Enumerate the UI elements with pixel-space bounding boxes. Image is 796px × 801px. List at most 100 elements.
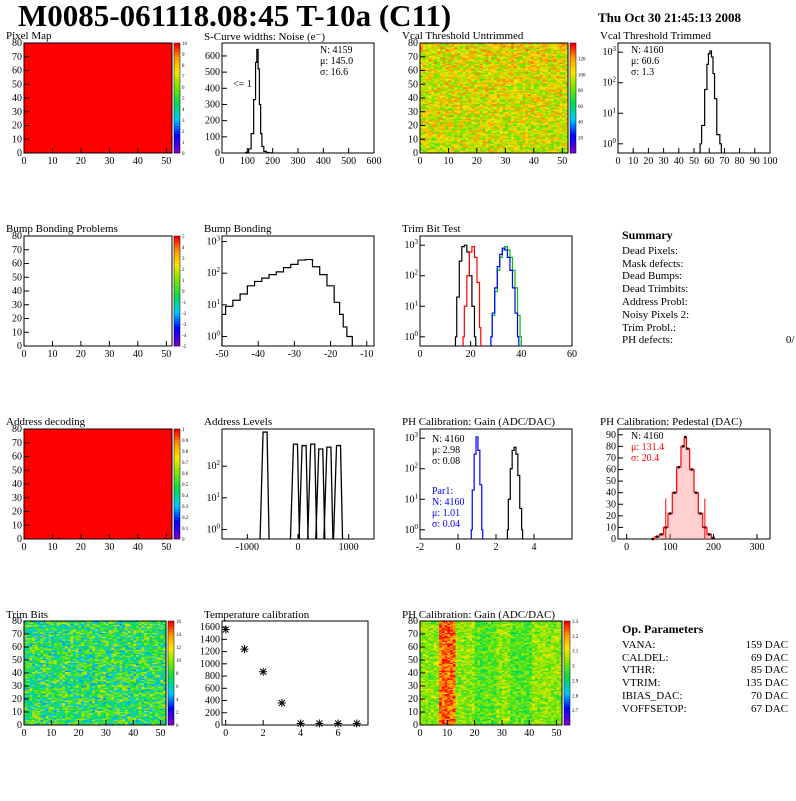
data-point-marker (673, 491, 675, 493)
y-tick-label: 102 (207, 459, 221, 472)
colorbar-segment (570, 98, 576, 101)
page-title: M0085-061118.08:45 T-10a (C11) (18, 0, 451, 34)
x-tick-label: 600 (367, 156, 382, 167)
colorbar-segment (174, 437, 180, 440)
colorbar-tick-label: 0.1 (182, 527, 189, 532)
colorbar-segment (174, 134, 180, 137)
heatmap-cell (24, 43, 172, 153)
stat-mu: μ: 1.01 (432, 508, 465, 519)
summary-row: PH defects: 0/ 0/ 0 (622, 334, 796, 347)
y-tick-label: 70 (12, 52, 22, 63)
panel-title: Bump Bonding (204, 223, 272, 235)
stat-n: N: 4160 (432, 434, 465, 445)
colorbar-tick-label: 2 (182, 130, 185, 135)
summary-row: Trim Probl.:0 (622, 322, 796, 335)
stat-sigma: σ: 1.3 (631, 67, 664, 78)
x-tick-label: -1000 (236, 542, 259, 553)
colorbar-segment (174, 244, 180, 247)
colorbar-segment (570, 73, 576, 76)
colorbar-segment (174, 470, 180, 473)
summary-row: Dead Pixels:0 (622, 245, 796, 258)
colorbar-segment (174, 115, 180, 118)
series-line (245, 49, 273, 153)
panel-title: PH Calibration: Pedestal (DAC) (600, 416, 742, 428)
colorbar-segment (570, 128, 576, 131)
summary-key: Mask defects: (622, 258, 742, 271)
y-tick-label: 80 (606, 441, 616, 452)
colorbar-segment (570, 139, 576, 142)
colorbar-tick-label: 0.9 (182, 439, 189, 444)
colorbar-tick-label: 4 (182, 108, 185, 113)
y-tick-label: 40 (12, 286, 22, 297)
stats-box: N: 4159 μ: 145.0 σ: 16.6 (320, 45, 353, 78)
summary-row: Dead Trimbits:0 (622, 283, 796, 296)
colorbar-segment (174, 269, 180, 272)
colorbar-segment (570, 104, 576, 107)
data-point-marker (656, 535, 658, 537)
y-tick-label: 50 (408, 79, 418, 90)
y-tick-label: 60 (12, 452, 22, 463)
x-tick-label: 2 (494, 542, 499, 553)
x-tick-label: 400 (316, 156, 331, 167)
colorbar-segment (570, 57, 576, 60)
colorbar-segment (174, 525, 180, 528)
colorbar-segment (570, 142, 576, 145)
colorbar-segment (570, 126, 576, 129)
stats-box: N: 4160 μ: 2.98 σ: 0.08 (432, 434, 465, 467)
level-peak (316, 449, 325, 539)
colorbar-segment (570, 60, 576, 63)
colorbar-segment (174, 258, 180, 261)
colorbar-segment (174, 332, 180, 335)
colorbar-segment (174, 468, 180, 471)
colorbar-segment (174, 338, 180, 341)
panel-title: Vcal Threshold Untrimmed (402, 30, 523, 42)
colorbar-segment (570, 90, 576, 93)
colorbar-tick-label: 0 (182, 290, 185, 295)
x-tick-label: 40 (529, 156, 539, 167)
colorbar-segment (570, 117, 576, 120)
colorbar-segment (174, 95, 180, 98)
plot-frame (24, 236, 172, 346)
colorbar-segment (174, 145, 180, 148)
y-tick-label: 100 (207, 522, 221, 535)
y-tick-label: 70 (12, 245, 22, 256)
colorbar-tick-label: 20 (578, 136, 584, 141)
y-tick-label: 101 (207, 298, 221, 311)
x-tick-label: 20 (466, 349, 476, 360)
colorbar-segment (570, 95, 576, 98)
colorbar-segment (174, 319, 180, 322)
colorbar-segment (570, 134, 576, 137)
colorbar-segment (174, 503, 180, 506)
colorbar-tick-label: 3 (182, 119, 185, 124)
colorbar-segment (174, 277, 180, 280)
y-tick-label: 0 (611, 534, 616, 545)
colorbar-segment (174, 93, 180, 96)
x-tick-label: -30 (288, 349, 301, 360)
colorbar-segment (174, 101, 180, 104)
colorbar-segment (174, 316, 180, 319)
summary-value: 0 (742, 270, 796, 283)
summary-key: Dead Trimbits: (622, 283, 742, 296)
colorbar-segment (570, 145, 576, 148)
colorbar-segment (570, 93, 576, 96)
y-tick-label: 70 (12, 438, 22, 449)
colorbar-segment (174, 506, 180, 509)
colorbar-segment (570, 106, 576, 109)
summary-value: 0 (742, 245, 796, 258)
colorbar-segment (174, 490, 180, 493)
colorbar-segment (174, 487, 180, 490)
y-tick-label: 103 (207, 235, 221, 248)
colorbar-segment (570, 87, 576, 90)
colorbar-segment (174, 299, 180, 302)
colorbar-segment (174, 479, 180, 482)
summary-key: Dead Bumps: (622, 270, 742, 283)
series-line (491, 248, 519, 346)
